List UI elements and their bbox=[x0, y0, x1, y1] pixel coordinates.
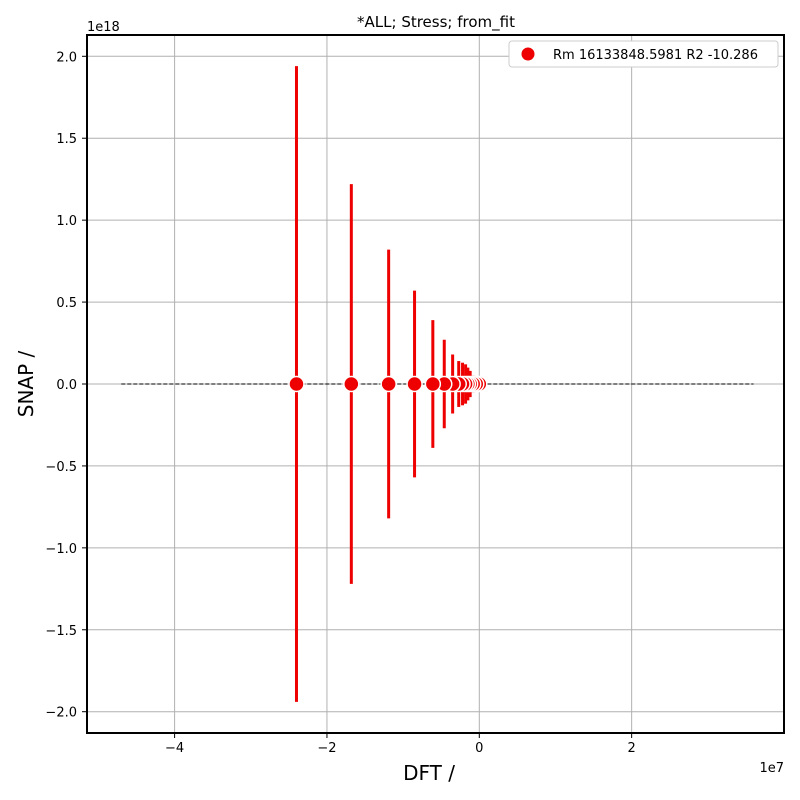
x-tick-label: 2 bbox=[628, 741, 636, 756]
data-point bbox=[343, 375, 360, 393]
y-ticks: −2.0 −1.5 −1.0 −0.5 0.0 0.5 1.0 1.5 2.0 bbox=[45, 50, 87, 721]
legend-series-label: Rm 16133848.5981 R2 -10.286 bbox=[553, 48, 758, 63]
y-tick-label: −0.5 bbox=[45, 460, 77, 475]
y-tick-label: 1.5 bbox=[56, 132, 77, 147]
x-axis-label: DFT / bbox=[403, 761, 455, 785]
x-tick-label: −2 bbox=[317, 741, 336, 756]
points-layer bbox=[288, 375, 488, 393]
y-tick-label: 0.0 bbox=[56, 378, 77, 393]
data-point bbox=[406, 375, 423, 393]
y-tick-label: 2.0 bbox=[56, 50, 77, 65]
x-offset-label: 1e7 bbox=[759, 761, 784, 776]
y-tick-label: −1.0 bbox=[45, 542, 77, 557]
legend-marker-icon bbox=[520, 46, 536, 62]
x-ticks: −4 −2 0 2 bbox=[165, 733, 636, 756]
data-point bbox=[288, 375, 305, 393]
x-tick-label: 0 bbox=[475, 741, 483, 756]
data-point bbox=[424, 375, 442, 393]
y-tick-label: 0.5 bbox=[56, 296, 77, 311]
legend-box bbox=[508, 40, 779, 68]
y-offset-label: 1e18 bbox=[87, 20, 120, 35]
chart-title: *ALL; Stress; from_fit bbox=[357, 13, 515, 32]
y-axis-label: SNAP / bbox=[14, 350, 38, 417]
y-tick-label: −1.5 bbox=[45, 624, 77, 639]
y-tick-label: 1.0 bbox=[56, 214, 77, 229]
legend: Rm 16133848.5981 R2 -10.286 bbox=[508, 40, 779, 68]
y-tick-label: −2.0 bbox=[45, 706, 77, 721]
x-tick-label: −4 bbox=[165, 741, 184, 756]
data-point bbox=[380, 375, 397, 393]
